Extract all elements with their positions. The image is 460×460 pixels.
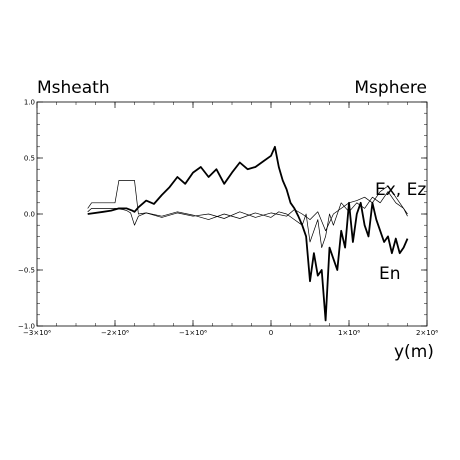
series-line-ex — [87, 191, 408, 248]
msheath-label: Msheath — [37, 78, 110, 98]
y-tick-label: 1.0 — [24, 99, 35, 107]
y-tick-label: −0.5 — [18, 267, 35, 275]
x-tick-label: −1×10⁶ — [179, 329, 207, 337]
y-tick-label: 0.0 — [24, 211, 35, 219]
ex-ez-series-label: Ex, Ez — [375, 180, 426, 200]
en-series-label: En — [379, 264, 401, 284]
axis-ticks — [36, 101, 428, 327]
y-tick-label: −1.0 — [18, 323, 35, 331]
x-tick-label: 1×10⁶ — [338, 329, 360, 337]
series-line-en — [87, 145, 409, 322]
axis-tick-labels: −3×10⁶ −2×10⁶ −1×10⁶ 0 1×10⁶ 2×10⁶ −1.0 −0.5 0.0… — [18, 99, 438, 338]
series-line-ez — [87, 180, 408, 232]
x-tick-label: 0 — [269, 329, 273, 337]
plot-frame — [36, 101, 428, 327]
msphere-label: Msphere — [354, 78, 427, 98]
y-tick-label: 0.5 — [24, 155, 35, 163]
x-tick-label: −2×10⁶ — [101, 329, 129, 337]
x-axis-label: y(m) — [394, 342, 434, 362]
x-tick-label: −3×10⁶ — [23, 329, 51, 337]
series-lines — [87, 145, 409, 322]
x-tick-label: 2×10⁶ — [416, 329, 438, 337]
